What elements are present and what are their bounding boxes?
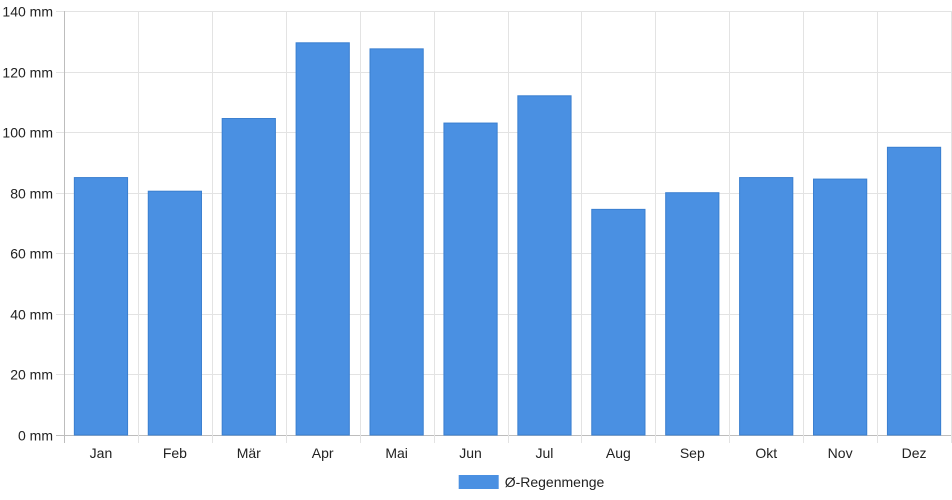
- bar-aug[interactable]: [591, 208, 646, 436]
- legend-label[interactable]: Ø-Regenmenge: [505, 474, 605, 490]
- x-tick-label: Apr: [312, 445, 334, 461]
- y-tick-label: 80 mm: [10, 186, 53, 202]
- y-tick-label: 100 mm: [2, 125, 53, 141]
- x-tick-label: Jun: [459, 445, 482, 461]
- bar-nov[interactable]: [813, 178, 868, 436]
- bars: [73, 42, 942, 436]
- x-tick-label: Mär: [237, 445, 261, 461]
- y-tick-label: 60 mm: [10, 246, 53, 262]
- y-tick-label: 120 mm: [2, 65, 53, 81]
- y-tick-label: 140 mm: [2, 4, 53, 20]
- y-axis-ticks: 0 mm 20 mm 40 mm 60 mm 80 mm 100 mm 120 mm 140 …: [2, 4, 53, 444]
- bar-apr[interactable]: [295, 42, 350, 436]
- legend[interactable]: Ø-Regenmenge: [458, 474, 605, 490]
- legend-swatch[interactable]: [458, 475, 499, 489]
- x-tick-label: Jul: [536, 445, 554, 461]
- bar-dez[interactable]: [886, 146, 942, 436]
- bar-jul[interactable]: [517, 95, 572, 436]
- bar-sep[interactable]: [665, 192, 720, 436]
- grid-lines: [56, 11, 952, 443]
- x-tick-label: Okt: [755, 445, 777, 461]
- x-tick-label: Mai: [385, 445, 408, 461]
- x-tick-label: Nov: [828, 445, 853, 461]
- x-tick-label: Dez: [902, 445, 927, 461]
- x-tick-label: Feb: [163, 445, 187, 461]
- bar-mär[interactable]: [221, 118, 276, 436]
- y-tick-label: 20 mm: [10, 367, 53, 383]
- x-tick-label: Sep: [680, 445, 705, 461]
- bar-mai[interactable]: [369, 48, 424, 436]
- bar-feb[interactable]: [147, 190, 202, 436]
- y-tick-label: 40 mm: [10, 307, 53, 323]
- bar-jan[interactable]: [73, 177, 129, 436]
- x-tick-label: Jan: [90, 445, 113, 461]
- x-axis-ticks: Jan Feb Mär Apr Mai Jun Jul Aug Sep Okt Nov Dez: [90, 445, 927, 461]
- bar-jun[interactable]: [443, 122, 498, 436]
- bar-okt[interactable]: [739, 177, 794, 436]
- x-tick-label: Aug: [606, 445, 631, 461]
- y-tick-label: 0 mm: [18, 428, 53, 444]
